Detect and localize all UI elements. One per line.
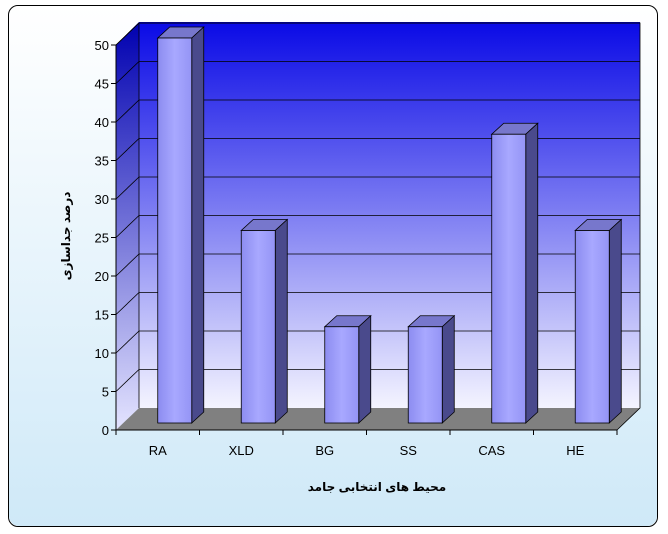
y-tick-label: 40 — [95, 115, 109, 130]
gridline-side — [115, 292, 140, 315]
bar-front — [407, 326, 443, 424]
gridline-side — [115, 369, 140, 392]
y-tick-label: 50 — [95, 38, 109, 53]
y-tick-label: 0 — [102, 423, 109, 438]
bar-front — [491, 133, 527, 424]
gridline-side — [115, 138, 140, 161]
bar-side — [358, 314, 372, 424]
bar-side — [274, 218, 288, 424]
wall-outline — [115, 22, 641, 431]
bar-side — [525, 122, 539, 424]
chart-frame — [8, 5, 658, 527]
gridline-side — [115, 61, 140, 84]
x-tick-label: CAS — [478, 443, 505, 458]
gridline-side — [115, 253, 140, 277]
bar-side — [191, 26, 205, 424]
y-axis-title: درصد جداسازی — [59, 192, 73, 281]
bar-CAS — [490, 122, 539, 424]
bar-front — [157, 37, 193, 424]
x-tick-label: SS — [400, 443, 418, 458]
gridlines — [115, 22, 641, 431]
x-tick-label: HE — [566, 443, 584, 458]
bar-SS — [407, 314, 456, 424]
x-tick-label: BG — [315, 443, 334, 458]
bar-front — [324, 326, 360, 424]
x-tick-label: XLD — [229, 443, 254, 458]
y-tick-label: 10 — [95, 346, 109, 361]
gridline-side — [115, 99, 140, 123]
gridline-side — [115, 176, 140, 200]
bar-front — [574, 230, 610, 424]
y-tick-label: 30 — [95, 192, 109, 207]
bar-BG — [323, 314, 372, 424]
bars — [156, 26, 623, 424]
bar-side — [608, 218, 622, 424]
y-tick-label: 35 — [95, 154, 109, 169]
y-tick-label: 5 — [102, 385, 109, 400]
bar-XLD — [240, 218, 289, 424]
bar-front — [240, 230, 276, 424]
bar-RA — [156, 26, 205, 424]
x-tick-label: RA — [149, 443, 167, 458]
y-tick-label: 25 — [95, 231, 109, 246]
x-axis-title: محیط های انتخابی جامد — [308, 480, 447, 494]
gridline-side — [115, 215, 140, 238]
back-wall — [139, 22, 640, 408]
gridline-side — [115, 330, 140, 354]
axes: 0 5 10 15 20 25 30 35 40 45 50 RA XLD BG SS CAS HE — [95, 38, 618, 458]
y-tick-label: 20 — [95, 269, 109, 284]
y-tick-label: 45 — [95, 77, 109, 92]
bar-HE — [574, 218, 623, 424]
y-tick-label: 15 — [95, 308, 109, 323]
bar-side — [441, 314, 455, 424]
